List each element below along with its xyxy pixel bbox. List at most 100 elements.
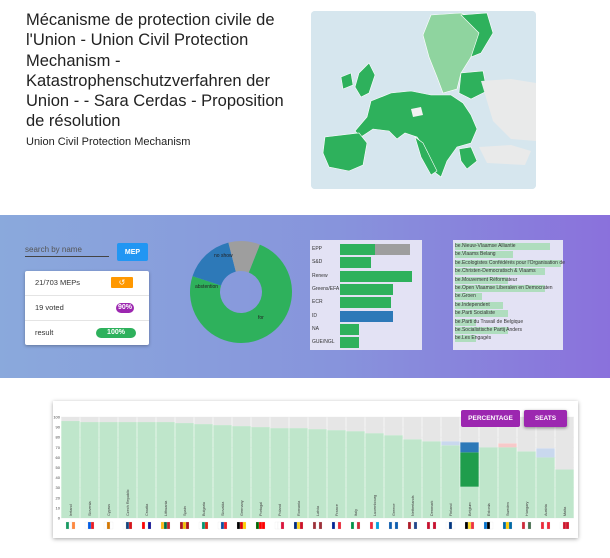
bar-for[interactable] bbox=[460, 486, 479, 518]
bar-no-show[interactable] bbox=[422, 417, 441, 442]
flag-icon bbox=[204, 521, 209, 530]
bar-for[interactable] bbox=[327, 430, 346, 518]
x-tick-label: Ireland bbox=[69, 504, 73, 516]
bar-for-selected-[interactable] bbox=[460, 452, 479, 487]
party-row[interactable]: be.Parti du Travail de Belgique bbox=[455, 318, 523, 326]
bar-for[interactable] bbox=[479, 447, 498, 518]
group-bar-for[interactable] bbox=[340, 323, 359, 335]
result-percent-badge: 100% bbox=[96, 328, 136, 338]
bar-abstention-other[interactable] bbox=[441, 441, 460, 446]
bar-for[interactable] bbox=[270, 428, 289, 518]
bar-for[interactable] bbox=[175, 423, 194, 518]
x-tick-label: Bulgaria bbox=[202, 501, 206, 516]
bar-no-show[interactable] bbox=[61, 417, 80, 422]
bar-no-show[interactable] bbox=[327, 417, 346, 431]
party-row[interactable]: be.Les Engagés bbox=[455, 335, 491, 343]
bar-no-show[interactable] bbox=[346, 417, 365, 432]
bar-for[interactable] bbox=[498, 447, 517, 518]
group-bar-for[interactable] bbox=[340, 257, 372, 269]
bar-no-show[interactable] bbox=[403, 417, 422, 440]
donut-slice-for[interactable] bbox=[190, 244, 292, 343]
bar-no-show[interactable] bbox=[232, 417, 251, 427]
bar-no-show[interactable] bbox=[175, 417, 194, 424]
group-bar-for[interactable] bbox=[340, 283, 394, 295]
bar-for[interactable] bbox=[346, 431, 365, 518]
political-groups-chart[interactable]: EPP S&D Renew Greens/EFA ECR ID NA GUE/NGL bbox=[310, 240, 422, 350]
group-label: ECR bbox=[312, 299, 323, 306]
bar-abstention[interactable] bbox=[460, 442, 479, 453]
bar-no-show[interactable] bbox=[555, 417, 574, 470]
bar-for[interactable] bbox=[156, 422, 175, 518]
flag-icon bbox=[236, 521, 241, 530]
party-row[interactable]: be.Ecologistes Confédérés pour l'Organis… bbox=[455, 259, 565, 267]
bar-for[interactable] bbox=[422, 441, 441, 518]
seats-button[interactable]: SEATS bbox=[524, 410, 567, 427]
group-bar-for[interactable] bbox=[340, 337, 359, 349]
group-bar-for[interactable] bbox=[340, 297, 392, 309]
bar-for[interactable] bbox=[99, 422, 118, 518]
bar-for[interactable] bbox=[365, 433, 384, 518]
bar-no-show[interactable] bbox=[365, 417, 384, 434]
party-row[interactable]: be.Open Vlaamse Liberalen en Democraten bbox=[455, 285, 553, 292]
bar-for[interactable] bbox=[289, 428, 308, 518]
bar-for[interactable] bbox=[137, 422, 156, 518]
party-row[interactable]: be.Socialistische Partij Anders bbox=[455, 327, 522, 334]
bar-for[interactable] bbox=[555, 469, 574, 518]
bar-no-show[interactable] bbox=[441, 417, 460, 442]
party-row[interactable]: be.Vlaams Belang bbox=[455, 251, 514, 259]
bar-for[interactable] bbox=[384, 435, 403, 518]
search-input[interactable] bbox=[25, 243, 109, 257]
bar-abstention-other[interactable] bbox=[536, 448, 555, 458]
donut-slice-abstention[interactable] bbox=[192, 242, 236, 286]
bar-no-show[interactable] bbox=[194, 417, 213, 425]
bar-for[interactable] bbox=[536, 457, 555, 518]
refresh-icon[interactable]: ↺ bbox=[111, 277, 133, 288]
bar-no-show[interactable] bbox=[308, 417, 327, 430]
flag-icon bbox=[84, 521, 89, 530]
bar-no-show[interactable] bbox=[80, 417, 99, 423]
bar-for[interactable] bbox=[213, 425, 232, 518]
bar-for[interactable] bbox=[61, 421, 80, 518]
party-row[interactable]: be.Christen-Democratisch & Vlaams bbox=[455, 268, 546, 276]
bar-for[interactable] bbox=[251, 427, 270, 518]
bar-for[interactable] bbox=[194, 424, 213, 518]
donut-slice-no-show[interactable] bbox=[228, 241, 260, 273]
percentage-button[interactable]: PERCENTAGE bbox=[461, 410, 520, 427]
europe-map[interactable] bbox=[311, 11, 536, 189]
bar-for[interactable] bbox=[441, 445, 460, 518]
header-section: Mécanisme de protection civile de l'Unio… bbox=[0, 0, 610, 215]
bar-for[interactable] bbox=[308, 429, 327, 518]
group-bar-for[interactable] bbox=[340, 244, 376, 255]
bar-for[interactable] bbox=[517, 451, 536, 518]
party-row[interactable]: be.Nieuw-Vlaamse Alliantie bbox=[455, 243, 551, 250]
voted-percent-badge: 90% bbox=[116, 303, 134, 313]
bar-for[interactable] bbox=[80, 422, 99, 518]
bar-for[interactable] bbox=[403, 439, 422, 518]
mep-button[interactable]: MEP bbox=[117, 243, 148, 261]
bar-no-show[interactable] bbox=[213, 417, 232, 426]
group-bar-abs[interactable] bbox=[340, 310, 394, 322]
bar-no-show[interactable] bbox=[270, 417, 289, 429]
bar-no-show[interactable] bbox=[137, 417, 156, 423]
bar-no-show[interactable] bbox=[156, 417, 175, 423]
x-tick-label: Estonia bbox=[487, 502, 491, 516]
bar-no-show[interactable] bbox=[289, 417, 308, 429]
vote-donut-chart[interactable]: for abstention no show bbox=[189, 240, 293, 344]
bar-no-show[interactable] bbox=[251, 417, 270, 428]
flag-icon bbox=[106, 521, 111, 530]
bar-no-show[interactable] bbox=[99, 417, 118, 423]
group-bar-noshow[interactable] bbox=[375, 244, 411, 255]
bar-against[interactable] bbox=[498, 443, 517, 448]
national-parties-chart[interactable]: be.Nieuw-Vlaamse Alliantie be.Vlaams Bela… bbox=[453, 240, 565, 350]
bar-no-show[interactable] bbox=[384, 417, 403, 436]
x-tick-label: Romania bbox=[297, 500, 301, 516]
group-bar-for[interactable] bbox=[340, 270, 412, 282]
bar-for[interactable] bbox=[118, 422, 137, 518]
bar-for[interactable] bbox=[232, 426, 251, 518]
party-row[interactable]: be.Parti Socialiste bbox=[455, 310, 508, 318]
party-row[interactable]: be.Mouvement Réformateur bbox=[455, 276, 517, 284]
bar-no-show[interactable] bbox=[118, 417, 137, 423]
party-row[interactable]: be.Groen bbox=[455, 293, 482, 301]
party-row[interactable]: be.Independent bbox=[455, 301, 503, 309]
party-bar bbox=[455, 335, 477, 343]
